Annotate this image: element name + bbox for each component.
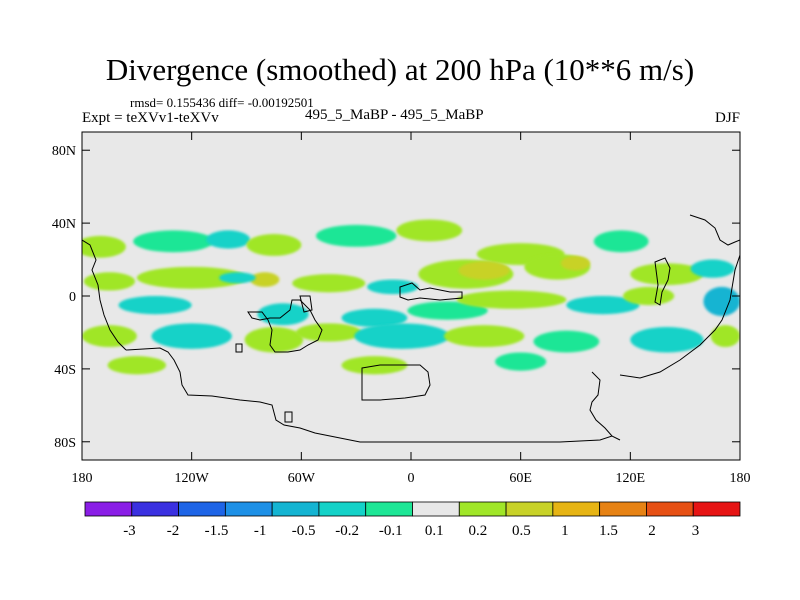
divergence-blob-8 [83, 272, 136, 291]
y-tick-label: 80N [52, 144, 76, 159]
coastline-africa-north [399, 282, 463, 301]
divergence-blob-27 [703, 286, 740, 317]
colorbar-label: 2 [648, 523, 656, 539]
divergence-blob-18 [630, 263, 704, 286]
x-tick-label: 180 [72, 471, 93, 486]
colorbar-swatch [131, 501, 179, 517]
divergence-blob-5 [396, 219, 463, 242]
divergence-blob-10 [250, 272, 280, 287]
colorbar-swatch [224, 501, 273, 517]
colorbar-label: -0.5 [292, 523, 316, 539]
colorbar-swatch [646, 501, 694, 517]
colorbar-label: 3 [692, 523, 700, 539]
divergence-blob-31 [295, 323, 362, 342]
colorbar-label: 1.5 [599, 523, 618, 539]
axes: 180 120W 60W 0 60E 120E 180 80N 40N 0 40S 80S [52, 132, 751, 486]
colorbar-label: 1 [561, 523, 569, 539]
coastline-west-pacific [619, 254, 740, 379]
x-tick-label: 180 [730, 471, 751, 486]
coastline-antarctic-shelf [361, 364, 431, 401]
divergence-blob-17 [560, 255, 591, 271]
divergence-blob-32 [354, 323, 450, 349]
colorbar-swatch [178, 501, 226, 517]
divergence-blob-36 [710, 325, 740, 348]
coastline-maritime [654, 257, 671, 306]
y-tick-label: 40S [54, 363, 76, 378]
divergence-blob-1 [133, 230, 214, 253]
y-tick-label: 80S [54, 436, 76, 451]
season-label: DJF [714, 110, 740, 126]
divergence-blob-3 [246, 234, 302, 256]
divergence-blob-7 [593, 230, 649, 253]
colorbar-label: 0.2 [468, 523, 487, 539]
divergence-blob-4 [315, 224, 397, 247]
divergence-blob-21 [257, 303, 309, 326]
colorbar-label: 0.1 [425, 523, 444, 539]
x-tick-label: 60E [509, 471, 532, 486]
colorbar-swatch [271, 501, 320, 517]
divergence-blob-26 [623, 286, 675, 306]
colorbar-swatch [505, 501, 554, 517]
divergence-blob-2 [206, 230, 251, 249]
coastlines [82, 214, 740, 443]
coastline-island-2 [235, 343, 243, 353]
divergence-blob-15 [458, 261, 510, 280]
divergence-blob-35 [630, 326, 704, 353]
colorbar-swatch [412, 501, 460, 517]
divergence-blob-29 [151, 323, 232, 349]
experiment-label: Expt = teXVv1-teXVv [82, 110, 219, 126]
colorbar-swatch [692, 501, 741, 517]
divergence-blob-19 [690, 259, 735, 278]
divergence-blob-30 [244, 326, 304, 353]
divergence-blob-33 [443, 325, 525, 348]
divergence-blob-11 [219, 272, 256, 284]
x-tick-label: 60W [288, 471, 316, 486]
colorbar-swatch [365, 501, 413, 517]
colorbar-label: -1.5 [205, 523, 229, 539]
divergence-blob-24 [456, 290, 567, 309]
coastline-island-3 [299, 295, 313, 313]
divergence-blob-28 [82, 325, 137, 348]
x-tick-label: 120E [616, 471, 646, 486]
colorbar-label: -0.1 [379, 523, 403, 539]
colorbar-label: 0.5 [512, 523, 531, 539]
divergence-blob-34 [533, 330, 600, 353]
colorbar-swatch [552, 501, 601, 517]
coastline-island-1 [284, 411, 293, 423]
coastline-south-america [247, 299, 323, 353]
x-tick-label: 120W [175, 471, 210, 486]
divergence-blob-23 [407, 301, 488, 320]
colorbar-swatch [599, 501, 647, 517]
colorbar-label: -0.2 [335, 523, 359, 539]
colorbar: -3 -2 -1.5 -1 -0.5 -0.2 -0.1 0.1 0.2 0.5 1 1.5 2 3 [84, 501, 741, 539]
divergence-blob-37 [107, 356, 167, 375]
divergence-blob-20 [118, 296, 192, 315]
divergence-blob-25 [566, 296, 640, 315]
y-tick-label: 0 [69, 290, 76, 305]
divergence-blob-22 [341, 308, 408, 327]
divergence-blob-9 [136, 266, 247, 289]
colorbar-label: -2 [167, 523, 180, 539]
divergence-blob-13 [367, 279, 419, 295]
divergence-blob-39 [495, 352, 547, 371]
colorbar-label: -3 [123, 523, 136, 539]
colorbar-swatch [458, 501, 507, 517]
divergence-blob-12 [292, 274, 366, 293]
x-tick-label: 0 [408, 471, 415, 486]
colorbar-swatch [318, 501, 367, 517]
coastline-australia-east [589, 371, 613, 437]
divergence-blob-38 [341, 356, 408, 375]
case-comparison-label: 495_5_MaBP - 495_5_MaBP [305, 107, 484, 123]
colorbar-label: -1 [254, 523, 267, 539]
rmsd-diff-stats: rmsd= 0.155436 diff= -0.00192501 [130, 95, 314, 110]
y-tick-label: 40N [52, 217, 76, 232]
chart-title: Divergence (smoothed) at 200 hPa (10**6 … [105, 52, 695, 87]
colorbar-swatch [84, 501, 133, 517]
coastline-east-asia [689, 214, 740, 246]
coastline-south-pacific [125, 347, 621, 443]
coastline-north-america-west [82, 239, 127, 351]
